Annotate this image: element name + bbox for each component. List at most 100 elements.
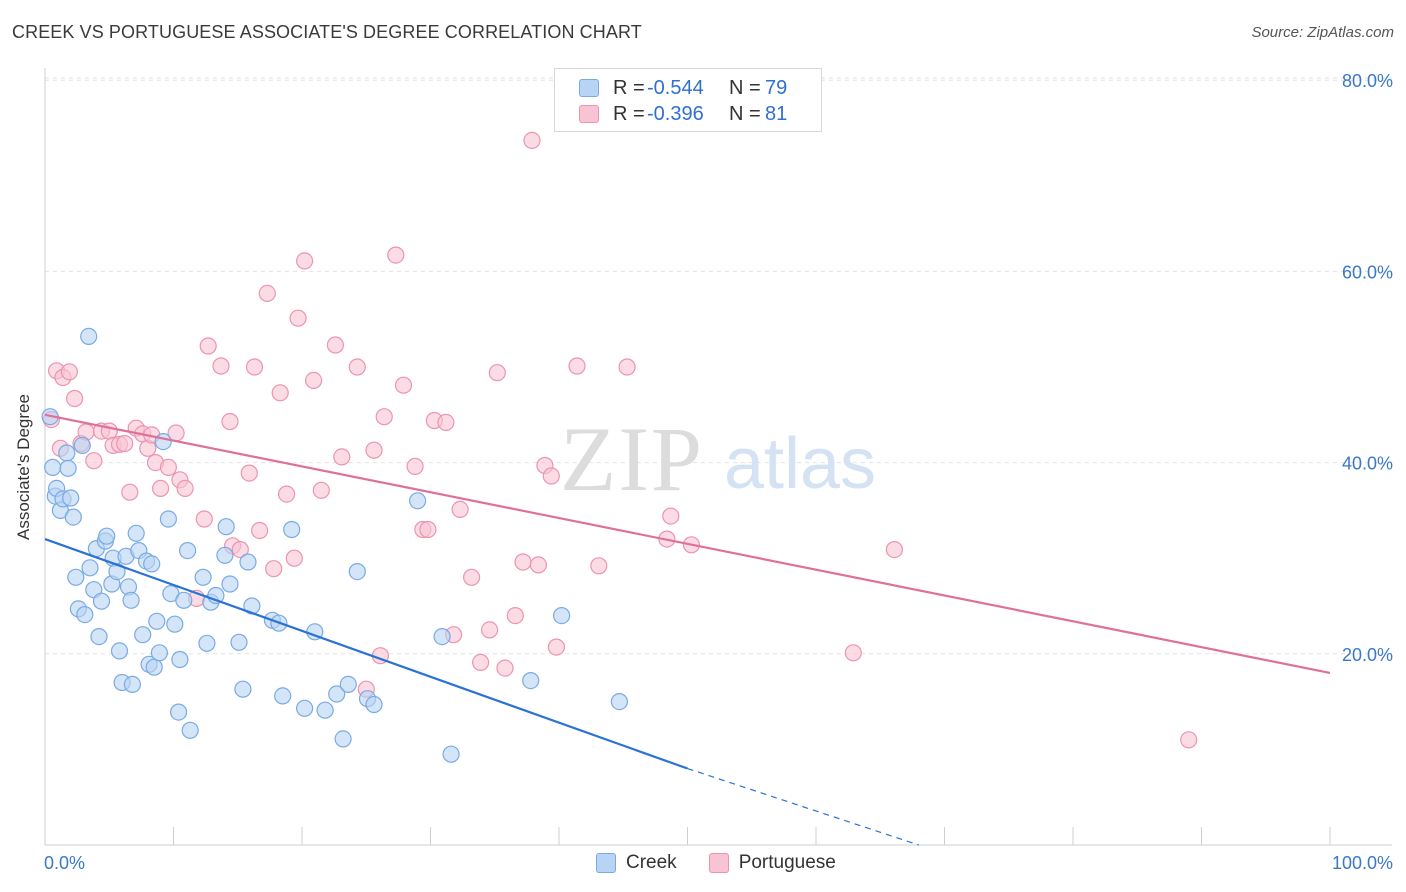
portuguese-point xyxy=(121,483,139,501)
watermark-zip: ZIP xyxy=(560,408,704,510)
creek-point xyxy=(552,606,571,625)
portuguese-point xyxy=(85,452,103,470)
creek-point xyxy=(62,489,80,507)
source-label: Source: ZipAtlas.com xyxy=(1251,24,1394,41)
legend-item-portuguese[interactable]: Portuguese xyxy=(708,852,836,874)
portuguese-point xyxy=(152,479,170,497)
creek-point xyxy=(150,644,168,662)
portuguese-point xyxy=(305,371,323,389)
creek-point xyxy=(98,527,116,545)
legend-row-portuguese: R = -0.396 N = 81 xyxy=(579,102,787,126)
portuguese-point xyxy=(258,284,276,302)
creek-point xyxy=(110,642,129,660)
portuguese-point xyxy=(472,653,490,672)
creek-point xyxy=(409,492,427,510)
portuguese-point xyxy=(406,457,424,475)
portuguese-point xyxy=(488,364,506,382)
series-legend: Creek Portuguese xyxy=(596,852,868,874)
creek-point xyxy=(181,721,199,739)
creek-point xyxy=(230,633,248,651)
portuguese-point xyxy=(419,520,437,539)
portuguese-legend-label: Portuguese xyxy=(738,852,836,873)
portuguese-point xyxy=(618,358,636,376)
portuguese-point xyxy=(523,131,541,149)
creek-point xyxy=(348,562,366,581)
portuguese-point xyxy=(662,507,680,525)
portuguese-point xyxy=(296,252,314,270)
creek-point xyxy=(122,591,140,609)
creek-r-label: R = xyxy=(613,76,645,99)
axes xyxy=(44,68,1392,846)
tick-labels: 20.0% 40.0% 60.0% 80.0% 0.0% 100.0% xyxy=(44,71,1393,873)
portuguese-point xyxy=(590,557,608,575)
portuguese-r-value: -0.396 xyxy=(647,102,704,125)
portuguese-point xyxy=(333,448,351,466)
creek-legend-label: Creek xyxy=(626,852,677,873)
creek-point xyxy=(92,592,111,610)
portuguese-point xyxy=(278,485,296,503)
portuguese-point xyxy=(116,434,134,453)
creek-point xyxy=(81,559,99,577)
watermark-atlas: atlas xyxy=(724,424,876,504)
creek-point xyxy=(59,459,77,477)
chart-title: CREEK VS PORTUGUESE ASSOCIATE'S DEGREE C… xyxy=(12,22,642,42)
portuguese-point xyxy=(199,337,217,355)
creek-point xyxy=(433,627,451,646)
portuguese-point xyxy=(387,246,405,264)
creek-point xyxy=(64,508,82,526)
portuguese-point xyxy=(176,479,194,497)
portuguese-point xyxy=(547,638,566,656)
creek-point xyxy=(44,458,62,476)
creek-point xyxy=(80,327,98,345)
creek-point xyxy=(159,510,177,528)
creek-points xyxy=(41,327,629,763)
creek-point xyxy=(171,650,189,669)
creek-point xyxy=(67,568,85,586)
portuguese-point xyxy=(231,540,249,559)
creek-point xyxy=(194,568,212,586)
legend-item-creek[interactable]: Creek xyxy=(596,852,677,874)
portuguese-point xyxy=(451,500,469,518)
y-tick-label: 40.0% xyxy=(1342,454,1393,474)
creek-point xyxy=(283,520,301,539)
creek-point xyxy=(239,553,257,571)
creek-point xyxy=(145,658,163,676)
portuguese-point xyxy=(65,389,84,408)
creek-n-label: N = xyxy=(729,76,761,99)
trend-lines xyxy=(44,413,1331,846)
legend-row-creek: R = -0.544 N = 79 xyxy=(579,76,787,100)
creek-point xyxy=(58,444,76,462)
creek-point xyxy=(143,555,161,573)
portuguese-point xyxy=(844,644,862,662)
portuguese-point xyxy=(271,384,289,402)
portuguese-point xyxy=(251,521,269,540)
creek-trend-line xyxy=(44,538,688,770)
creek-point xyxy=(76,605,94,624)
creek-point xyxy=(198,634,216,652)
portuguese-point xyxy=(245,358,264,376)
x-tick-label-max: 100.0% xyxy=(1332,853,1393,873)
creek-point xyxy=(127,524,145,542)
creek-point xyxy=(134,626,152,644)
creek-point xyxy=(179,541,197,560)
portuguese-point xyxy=(481,621,499,639)
portuguese-point xyxy=(195,510,213,528)
creek-point xyxy=(148,612,166,630)
creek-point xyxy=(522,671,540,690)
portuguese-legend-swatch xyxy=(708,853,729,873)
creek-point xyxy=(328,685,346,703)
portuguese-point xyxy=(285,549,303,567)
creek-point xyxy=(221,575,239,593)
portuguese-point xyxy=(365,441,383,459)
portuguese-trend-line xyxy=(44,413,1331,674)
creek-point xyxy=(216,546,234,564)
creek-point xyxy=(123,675,141,694)
portuguese-point xyxy=(437,413,455,431)
creek-r-value: -0.544 xyxy=(647,76,704,99)
creek-n-value: 79 xyxy=(765,76,788,99)
portuguese-point xyxy=(159,458,177,476)
x-tick-label-min: 0.0% xyxy=(44,853,85,873)
portuguese-point xyxy=(375,408,393,426)
portuguese-points xyxy=(42,131,1198,749)
portuguese-point xyxy=(265,560,283,578)
